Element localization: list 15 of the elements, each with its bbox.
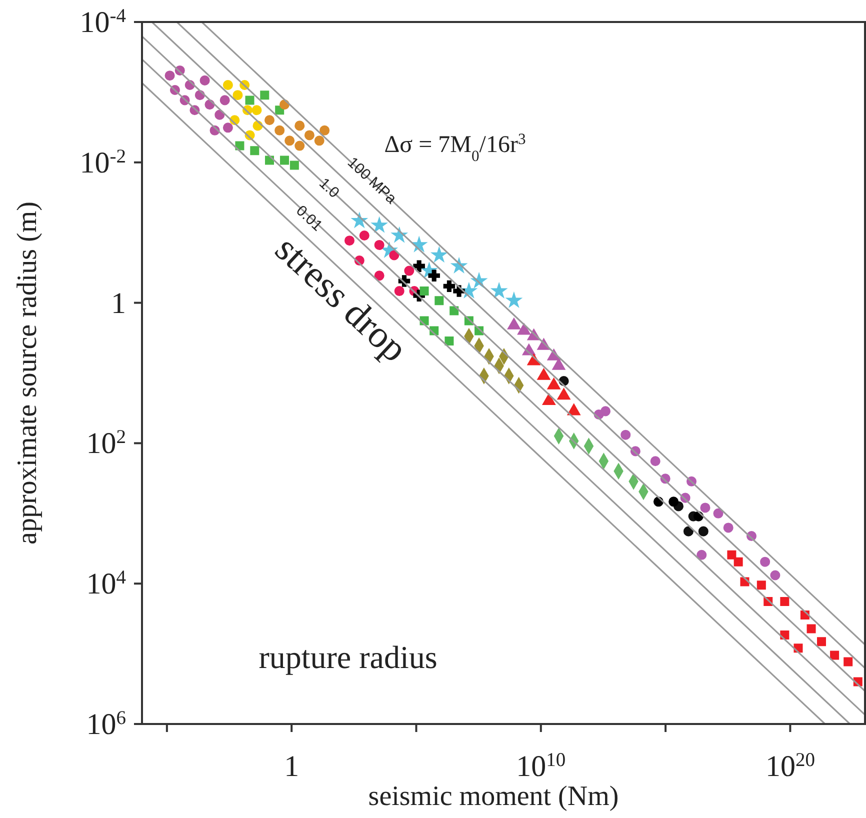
- annotation: 1.0: [316, 174, 343, 202]
- x-axis-title: seismic moment (Nm): [368, 781, 619, 812]
- y-tick-label: 10$^{2}$: [86, 426, 126, 460]
- x-tick-label: 10$^{20}$: [765, 750, 815, 783]
- x-tick-label: 1: [284, 750, 300, 783]
- y-tick-label: 1: [111, 286, 126, 320]
- annotation: 0.01: [292, 202, 326, 234]
- y-tick-label: 10$^{4}$: [86, 567, 126, 601]
- y-axis-title: approximate source radius (m): [12, 202, 43, 544]
- y-tick-label: 10$^{-2}$: [80, 146, 126, 180]
- annotation: rupture radius: [258, 639, 438, 675]
- y-tick-label: 10$^{-4}$: [80, 6, 126, 39]
- x-tick-label: 10$^{10}$: [516, 750, 566, 783]
- annotation: Δσ = 7M$_{0}$/16r$^{3}$: [384, 130, 526, 164]
- y-tick-label: 10$^{6}$: [86, 708, 126, 741]
